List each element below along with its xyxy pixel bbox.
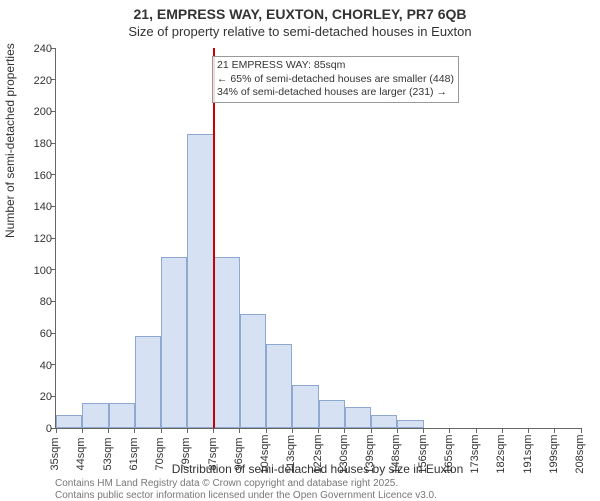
x-tick-label: 53sqm (102, 434, 114, 474)
x-tick-mark (528, 428, 529, 433)
y-axis-label: Number of semi-detached properties (3, 43, 17, 238)
y-tick-label: 240 (34, 43, 52, 55)
x-tick-label: 87sqm (207, 434, 219, 474)
x-tick-mark (449, 428, 450, 433)
x-tick-mark (397, 428, 398, 433)
chart-title: 21, EMPRESS WAY, EUXTON, CHORLEY, PR7 6Q… (0, 6, 600, 22)
x-tick-label: 173sqm (469, 434, 481, 474)
annotation-smaller: ← 65% of semi-detached houses are smalle… (217, 73, 454, 87)
x-tick-mark (344, 428, 345, 433)
x-tick-mark (108, 428, 109, 433)
y-tick-label: 180 (34, 138, 52, 150)
x-tick-label: 191sqm (522, 434, 534, 474)
x-tick-mark (134, 428, 135, 433)
x-tick-mark (187, 428, 188, 433)
x-tick-label: 122sqm (312, 434, 324, 474)
histogram-bar (319, 400, 345, 429)
x-tick-label: 130sqm (338, 434, 350, 474)
footer-copyright-1: Contains HM Land Registry data © Crown c… (55, 478, 398, 489)
x-tick-mark (161, 428, 162, 433)
y-tick-label: 140 (34, 201, 52, 213)
y-tick-label: 160 (34, 170, 52, 182)
x-tick-mark (371, 428, 372, 433)
x-tick-label: 199sqm (548, 434, 560, 474)
x-tick-mark (213, 428, 214, 433)
y-tick-label: 120 (34, 233, 52, 245)
property-marker-line (213, 48, 215, 428)
x-tick-label: 208sqm (574, 434, 586, 474)
y-tick-label: 40 (40, 360, 52, 372)
x-tick-label: 61sqm (128, 434, 140, 474)
x-tick-label: 182sqm (495, 434, 507, 474)
histogram-bar (214, 257, 240, 428)
histogram-chart: 21, EMPRESS WAY, EUXTON, CHORLEY, PR7 6Q… (0, 0, 600, 500)
histogram-bar (56, 415, 82, 428)
histogram-bar (371, 415, 397, 428)
y-tick-label: 20 (40, 391, 52, 403)
x-tick-mark (502, 428, 503, 433)
plot-area: 21 EMPRESS WAY: 85sqm ← 65% of semi-deta… (55, 48, 581, 429)
footer-copyright-2: Contains public sector information licen… (55, 490, 437, 501)
x-tick-mark (423, 428, 424, 433)
x-tick-label: 156sqm (417, 434, 429, 474)
annotation-box: 21 EMPRESS WAY: 85sqm ← 65% of semi-deta… (212, 56, 459, 103)
histogram-bar (82, 403, 108, 428)
y-tick-label: 80 (40, 296, 52, 308)
x-tick-mark (318, 428, 319, 433)
annotation-larger: 34% of semi-detached houses are larger (… (217, 86, 454, 100)
x-tick-label: 35sqm (49, 434, 61, 474)
x-tick-label: 139sqm (364, 434, 376, 474)
x-tick-label: 70sqm (154, 434, 166, 474)
histogram-bar (135, 336, 161, 428)
x-tick-mark (266, 428, 267, 433)
histogram-bar (292, 385, 318, 428)
histogram-bar (345, 407, 371, 428)
annotation-property: 21 EMPRESS WAY: 85sqm (217, 59, 454, 73)
histogram-bar (109, 403, 135, 428)
histogram-bar (397, 420, 423, 428)
x-tick-label: 113sqm (285, 434, 297, 474)
y-tick-label: 100 (34, 265, 52, 277)
x-tick-label: 104sqm (259, 434, 271, 474)
x-tick-mark (56, 428, 57, 433)
x-tick-label: 79sqm (180, 434, 192, 474)
histogram-bar (161, 257, 187, 428)
x-tick-mark (476, 428, 477, 433)
y-tick-label: 200 (34, 106, 52, 118)
x-tick-label: 96sqm (233, 434, 245, 474)
y-tick-label: 220 (34, 75, 52, 87)
x-tick-mark (581, 428, 582, 433)
x-tick-label: 148sqm (390, 434, 402, 474)
y-tick-label: 60 (40, 328, 52, 340)
x-tick-mark (554, 428, 555, 433)
histogram-bar (240, 314, 266, 428)
x-tick-mark (292, 428, 293, 433)
histogram-bar (187, 134, 213, 429)
x-tick-mark (239, 428, 240, 433)
chart-subtitle: Size of property relative to semi-detach… (0, 24, 600, 39)
x-tick-mark (82, 428, 83, 433)
x-tick-label: 165sqm (443, 434, 455, 474)
x-tick-label: 44sqm (75, 434, 87, 474)
histogram-bar (266, 344, 292, 428)
